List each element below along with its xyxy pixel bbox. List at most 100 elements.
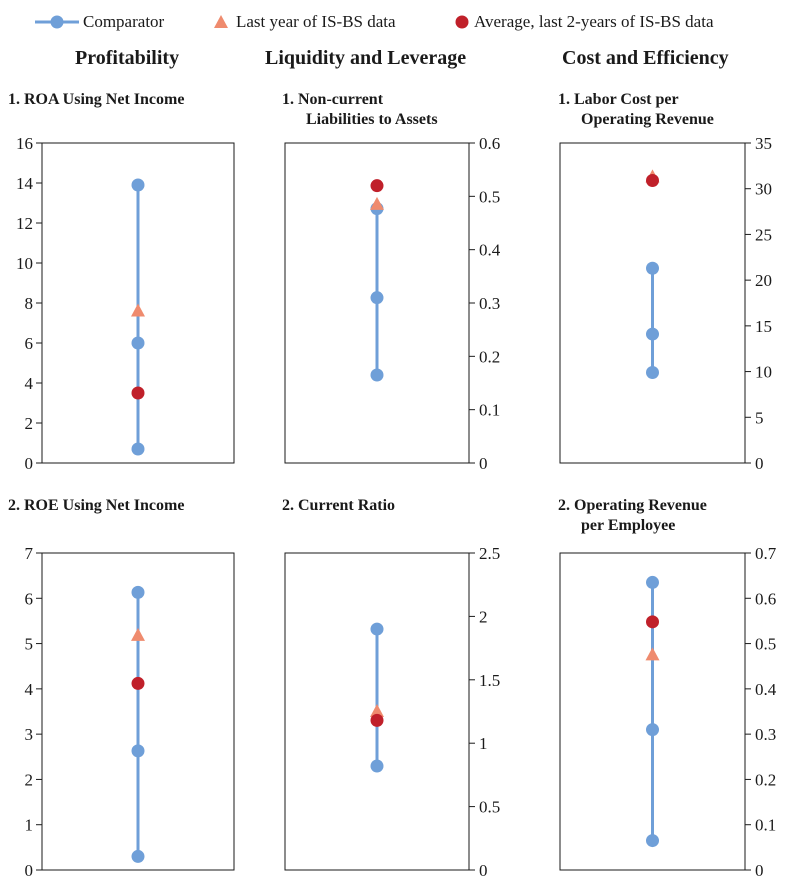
panel-title-labor: 1. Labor Cost per Operating Revenue [558, 90, 714, 130]
roa-tick-label: 0 [25, 454, 34, 473]
labor-tick-label: 25 [755, 225, 772, 244]
orpe-tick-label: 0.2 [755, 770, 776, 789]
legend-average-dot [455, 15, 469, 29]
cr-tick-label: 0.5 [479, 798, 500, 817]
panel-title-ncl-line2: Liabilities to Assets [306, 111, 438, 128]
orpe-comparator-point [646, 723, 659, 737]
roe-comparator-point [131, 585, 145, 599]
labor-tick-label: 35 [755, 134, 772, 153]
roa-average-marker [131, 386, 145, 400]
panel-title-cr: 2. Current Ratio [282, 497, 396, 514]
legend-average-label: Average, last 2-years of IS-BS data [474, 12, 714, 31]
orpe-comparator-point [646, 834, 659, 848]
roa-comparator-point [131, 442, 145, 456]
labor-tick-label: 15 [755, 317, 772, 336]
orpe-comparator-point [646, 575, 659, 589]
orpe-tick-label: 0.4 [755, 680, 777, 699]
ncl-tick-label: 0.4 [479, 241, 501, 260]
panel-title-labor-line2: Operating Revenue [581, 111, 714, 128]
cr-tick-label: 2.5 [479, 544, 500, 563]
labor-plot-frame [559, 142, 746, 464]
roa-last-year-marker [131, 303, 145, 317]
labor-tick-label: 20 [755, 271, 772, 290]
panel-title-ncl: 1. Non-current Liabilities to Assets [282, 90, 438, 130]
legend-comparator-dot [50, 15, 64, 29]
ncl-tick-label: 0.5 [479, 187, 500, 206]
ncl-tick-label: 0.2 [479, 347, 500, 366]
roe-tick-label: 3 [25, 725, 34, 744]
ncl-tick-label: 0.6 [479, 134, 500, 153]
labor-tick-label: 10 [755, 363, 772, 382]
orpe-tick-label: 0 [755, 861, 764, 877]
roe-comparator-point [131, 849, 145, 863]
panel-title-roa: 1. ROA Using Net Income [8, 91, 185, 108]
panel-title-orpe: 2. Operating Revenue per Employee [558, 496, 707, 536]
orpe-tick-label: 0.1 [755, 816, 776, 835]
panel-title-roe: 2. ROE Using Net Income [8, 497, 185, 514]
cr-tick-label: 1.5 [479, 671, 500, 690]
roe-last-year-marker [131, 627, 145, 641]
roa-comparator-point [131, 336, 145, 350]
labor-tick-label: 30 [755, 180, 772, 199]
legend-last-year-label: Last year of IS-BS data [236, 12, 396, 31]
labor-tick-label: 5 [755, 408, 764, 427]
cr-average-marker [370, 713, 384, 727]
roa-tick-label: 10 [16, 254, 33, 273]
legend-comparator-label: Comparator [83, 12, 165, 31]
roa-tick-label: 6 [25, 334, 34, 353]
orpe-tick-label: 0.5 [755, 635, 776, 654]
cr-last-year-marker [370, 704, 384, 717]
orpe-tick-label: 0.7 [755, 544, 777, 563]
roa-tick-label: 12 [16, 214, 33, 233]
cr-tick-label: 1 [479, 734, 488, 753]
roa-tick-label: 16 [16, 134, 33, 153]
column-heading-liquidity: Liquidity and Leverage [265, 47, 467, 69]
roe-comparator-point [131, 744, 145, 758]
legend-last-year-triangle [214, 15, 228, 28]
roe-tick-label: 4 [25, 680, 34, 699]
panel-title-ncl-line1: 1. Non-current [282, 91, 384, 108]
panel-title-labor-line1: 1. Labor Cost per [558, 91, 679, 108]
ncl-tick-label: 0.1 [479, 401, 500, 420]
labor-comparator-point [646, 365, 659, 379]
legend: Comparator Last year of IS-BS data Avera… [0, 0, 787, 40]
ncl-tick-label: 0.3 [479, 294, 500, 313]
roe-tick-label: 5 [25, 635, 34, 654]
cr-comparator-point [370, 759, 384, 773]
labor-average-marker [646, 173, 659, 187]
labor-comparator-point [646, 327, 659, 341]
roe-plot-frame [41, 552, 235, 871]
cr-comparator-point [370, 622, 384, 636]
ncl-comparator-point [370, 291, 384, 305]
roe-tick-label: 6 [25, 589, 34, 608]
roa-tick-label: 2 [25, 414, 34, 433]
labor-comparator-point [646, 261, 659, 275]
orpe-tick-label: 0.3 [755, 725, 776, 744]
column-heading-cost: Cost and Efficiency [562, 47, 729, 69]
roa-tick-label: 8 [25, 294, 34, 313]
column-heading-profitability: Profitability [75, 47, 180, 69]
roa-tick-label: 4 [25, 374, 34, 393]
roa-tick-label: 14 [16, 174, 34, 193]
roe-tick-label: 7 [25, 544, 34, 563]
ncl-comparator-point [370, 368, 384, 382]
labor-tick-label: 0 [755, 454, 764, 473]
roe-tick-label: 1 [25, 816, 34, 835]
panel-title-orpe-line2: per Employee [581, 517, 676, 534]
roe-average-marker [131, 676, 145, 690]
orpe-tick-label: 0.6 [755, 589, 776, 608]
orpe-plot-frame [559, 552, 746, 871]
ncl-tick-label: 0 [479, 454, 488, 473]
cr-tick-label: 0 [479, 861, 488, 877]
cr-plot-frame [284, 552, 470, 871]
ncl-last-year-marker [370, 196, 384, 210]
orpe-average-marker [646, 615, 659, 629]
legend-markers [35, 15, 469, 29]
roa-comparator-point [131, 178, 145, 192]
ncl-average-marker [370, 179, 384, 193]
roe-tick-label: 0 [25, 861, 34, 877]
cr-tick-label: 2 [479, 607, 488, 626]
panel-title-orpe-line1: 2. Operating Revenue [558, 497, 707, 514]
roe-tick-label: 2 [25, 770, 34, 789]
